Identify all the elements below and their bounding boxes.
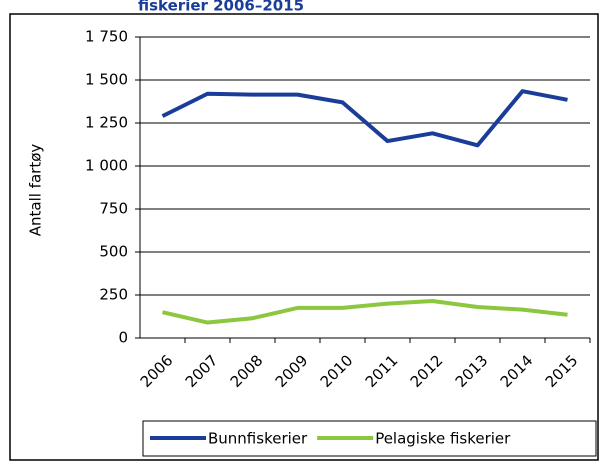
legend-label: Bunnfiskerier — [208, 430, 308, 448]
series-line — [162, 299, 568, 325]
y-tick-label: 1 000 — [85, 157, 128, 175]
x-tick-label: 2011 — [362, 351, 402, 391]
y-tick-label: 0 — [118, 329, 128, 347]
y-tick-label: 1 500 — [85, 71, 128, 89]
y-tick-label: 250 — [99, 286, 128, 304]
x-tick-label: 2007 — [182, 351, 222, 391]
legend-label: Pelagiske fiskerier — [375, 430, 511, 448]
y-tick-label: 500 — [99, 243, 128, 261]
chart-title: fiskerier 2006–2015 — [138, 0, 304, 15]
x-tick-label: 2009 — [272, 351, 312, 391]
y-tick-label: 750 — [99, 200, 128, 218]
x-tick-label: 2013 — [452, 351, 492, 391]
x-tick-label: 2012 — [407, 351, 447, 391]
x-tick-label: 2010 — [317, 351, 357, 391]
series-line — [161, 89, 568, 148]
x-tick-label: 2006 — [137, 351, 177, 391]
x-tick-label: 2014 — [497, 351, 537, 391]
chart-frame — [9, 13, 599, 461]
x-tick-label: 2015 — [542, 351, 582, 391]
y-tick-label: 1 750 — [85, 28, 128, 46]
x-tick-label: 2008 — [227, 351, 267, 391]
y-tick-label: 1 250 — [85, 114, 128, 132]
y-axis-label: Antall fartøy — [27, 144, 45, 237]
